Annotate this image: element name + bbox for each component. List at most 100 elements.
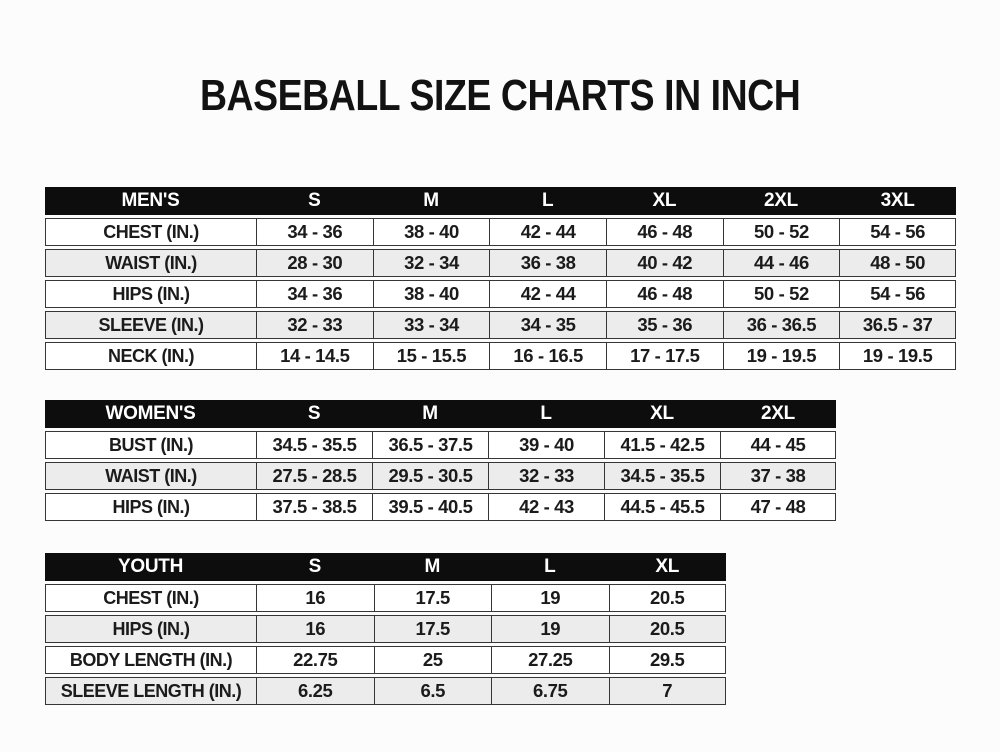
page-title: BASEBALL SIZE CHARTS IN INCH <box>0 74 1000 118</box>
size-column-header: M <box>372 400 488 428</box>
value-cell: 17.5 <box>373 584 491 612</box>
table-row: CHEST (IN.) 16 17.5 19 20.5 <box>45 584 726 612</box>
value-cell: 50 - 52 <box>722 218 840 246</box>
size-column-header: M <box>372 187 490 215</box>
row-label: NECK (IN.) <box>45 342 256 370</box>
value-cell: 6.75 <box>491 677 609 705</box>
size-column-header: 2XL <box>722 187 840 215</box>
womens-header-row: WOMEN'S S M L XL 2XL <box>45 400 836 428</box>
size-column-header: S <box>256 187 373 215</box>
value-cell: 54 - 56 <box>839 280 956 308</box>
value-cell: 37.5 - 38.5 <box>256 493 372 521</box>
row-label: BUST (IN.) <box>45 431 256 459</box>
value-cell: 7 <box>608 677 726 705</box>
value-cell: 14 - 14.5 <box>256 342 373 370</box>
table-row: SLEEVE (IN.) 32 - 33 33 - 34 34 - 35 35 - 36… <box>45 311 956 339</box>
row-label: HIPS (IN.) <box>45 280 256 308</box>
value-cell: 44 - 45 <box>720 431 836 459</box>
row-label: CHEST (IN.) <box>45 218 256 246</box>
mens-group-header: MEN'S <box>45 187 256 215</box>
row-label: CHEST (IN.) <box>45 584 256 612</box>
value-cell: 34.5 - 35.5 <box>256 431 372 459</box>
value-cell: 16 - 16.5 <box>489 342 606 370</box>
row-label: WAIST (IN.) <box>45 249 256 277</box>
size-column-header: S <box>256 400 372 428</box>
value-cell: 39 - 40 <box>488 431 604 459</box>
value-cell: 6.25 <box>256 677 374 705</box>
size-column-header: S <box>256 553 374 581</box>
page-title-text: BASEBALL SIZE CHARTS IN INCH <box>199 71 801 120</box>
value-cell: 34 - 35 <box>489 311 606 339</box>
table-row: WAIST (IN.) 27.5 - 28.5 29.5 - 30.5 32 - 33… <box>45 462 836 490</box>
value-cell: 19 <box>491 584 609 612</box>
value-cell: 29.5 - 30.5 <box>372 462 488 490</box>
size-column-header: XL <box>604 400 720 428</box>
value-cell: 32 - 34 <box>372 249 490 277</box>
size-column-header: 3XL <box>839 187 956 215</box>
table-row: BUST (IN.) 34.5 - 35.5 36.5 - 37.5 39 - 40 4… <box>45 431 836 459</box>
size-column-header: L <box>489 187 606 215</box>
value-cell: 42 - 44 <box>489 218 606 246</box>
size-column-header: M <box>373 553 491 581</box>
table-row: WAIST (IN.) 28 - 30 32 - 34 36 - 38 40 - 42 4… <box>45 249 956 277</box>
value-cell: 41.5 - 42.5 <box>604 431 720 459</box>
table-row: HIPS (IN.) 34 - 36 38 - 40 42 - 44 46 - 48 50… <box>45 280 956 308</box>
youth-group-header: YOUTH <box>45 553 256 581</box>
value-cell: 19 - 19.5 <box>839 342 956 370</box>
row-label: WAIST (IN.) <box>45 462 256 490</box>
value-cell: 34 - 36 <box>256 280 373 308</box>
size-column-header: 2XL <box>720 400 836 428</box>
value-cell: 20.5 <box>608 615 726 643</box>
value-cell: 28 - 30 <box>256 249 373 277</box>
value-cell: 34 - 36 <box>256 218 373 246</box>
size-column-header: L <box>488 400 604 428</box>
value-cell: 34.5 - 35.5 <box>604 462 720 490</box>
value-cell: 47 - 48 <box>720 493 836 521</box>
value-cell: 50 - 52 <box>722 280 840 308</box>
womens-group-header: WOMEN'S <box>45 400 256 428</box>
mens-header-row: MEN'S S M L XL 2XL 3XL <box>45 187 956 215</box>
size-column-header: L <box>491 553 609 581</box>
value-cell: 48 - 50 <box>839 249 956 277</box>
value-cell: 36 - 38 <box>489 249 606 277</box>
value-cell: 27.25 <box>491 646 609 674</box>
value-cell: 15 - 15.5 <box>372 342 490 370</box>
value-cell: 38 - 40 <box>372 218 490 246</box>
table-row: CHEST (IN.) 34 - 36 38 - 40 42 - 44 46 - 48 5… <box>45 218 956 246</box>
table-row: HIPS (IN.) 16 17.5 19 20.5 <box>45 615 726 643</box>
value-cell: 19 - 19.5 <box>722 342 840 370</box>
table-row: SLEEVE LENGTH (IN.) 6.25 6.5 6.75 7 <box>45 677 726 705</box>
value-cell: 44.5 - 45.5 <box>604 493 720 521</box>
mens-size-table: MEN'S S M L XL 2XL 3XL CHEST (IN.) 34 - 36 38 - 4… <box>45 184 956 373</box>
row-label: SLEEVE (IN.) <box>45 311 256 339</box>
value-cell: 32 - 33 <box>488 462 604 490</box>
value-cell: 40 - 42 <box>605 249 723 277</box>
value-cell: 54 - 56 <box>839 218 956 246</box>
value-cell: 33 - 34 <box>372 311 490 339</box>
value-cell: 38 - 40 <box>372 280 490 308</box>
value-cell: 36.5 - 37 <box>839 311 956 339</box>
size-column-header: XL <box>605 187 723 215</box>
row-label: HIPS (IN.) <box>45 615 256 643</box>
value-cell: 17.5 <box>373 615 491 643</box>
table-row: NECK (IN.) 14 - 14.5 15 - 15.5 16 - 16.5 17 … <box>45 342 956 370</box>
value-cell: 42 - 44 <box>489 280 606 308</box>
value-cell: 16 <box>256 615 374 643</box>
youth-header-row: YOUTH S M L XL <box>45 553 726 581</box>
value-cell: 25 <box>373 646 491 674</box>
table-row: HIPS (IN.) 37.5 - 38.5 39.5 - 40.5 42 - 43 4… <box>45 493 836 521</box>
value-cell: 16 <box>256 584 374 612</box>
value-cell: 19 <box>491 615 609 643</box>
value-cell: 46 - 48 <box>605 280 723 308</box>
value-cell: 36.5 - 37.5 <box>372 431 488 459</box>
value-cell: 42 - 43 <box>488 493 604 521</box>
row-label: HIPS (IN.) <box>45 493 256 521</box>
value-cell: 32 - 33 <box>256 311 373 339</box>
value-cell: 44 - 46 <box>722 249 840 277</box>
value-cell: 17 - 17.5 <box>605 342 723 370</box>
value-cell: 29.5 <box>608 646 726 674</box>
value-cell: 37 - 38 <box>720 462 836 490</box>
womens-size-table: WOMEN'S S M L XL 2XL BUST (IN.) 34.5 - 35.5 36.5… <box>45 397 836 524</box>
size-column-header: XL <box>608 553 726 581</box>
value-cell: 27.5 - 28.5 <box>256 462 372 490</box>
